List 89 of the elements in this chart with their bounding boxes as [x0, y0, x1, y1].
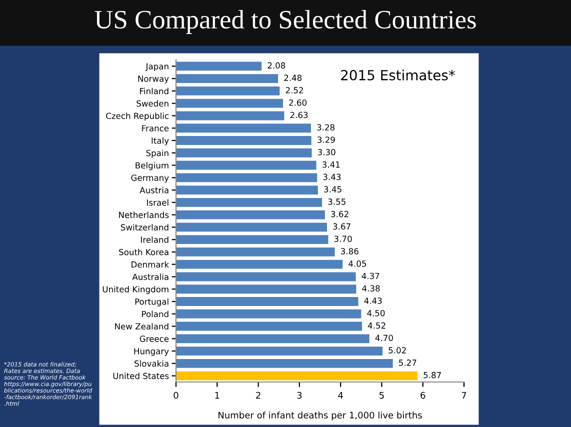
data-label: 2.63	[290, 112, 308, 118]
bar	[176, 86, 280, 96]
bar	[176, 148, 312, 158]
bar	[176, 272, 356, 282]
y-tick-label: Israel	[147, 199, 168, 206]
y-tick-label: Slovakia	[134, 360, 168, 367]
bar	[176, 309, 362, 318]
data-label: 3.30	[318, 149, 336, 156]
data-label: 3.41	[322, 161, 340, 168]
y-tick-label: Italy	[152, 137, 169, 146]
y-tick-label: Spain	[146, 150, 168, 158]
y-tick-label: Greece	[140, 336, 169, 342]
x-tick-label: 5	[380, 392, 384, 399]
bar	[176, 346, 383, 356]
data-label: 3.29	[318, 136, 335, 143]
data-label: 3.86	[341, 248, 358, 254]
y-tick-label: Czech Republic	[106, 112, 169, 121]
data-label: 3.45	[324, 186, 342, 192]
bar	[176, 297, 358, 306]
bar	[176, 322, 362, 331]
bar	[176, 358, 393, 368]
chart-title: US Compared to Selected Countries	[94, 10, 476, 34]
data-label: 5.87	[424, 372, 441, 378]
data-label: 2.60	[289, 99, 307, 106]
y-tick-label: Australia	[132, 274, 168, 280]
x-tick-label: 7	[462, 392, 466, 399]
x-tick-label: 4	[338, 392, 343, 399]
y-tick-label: Belgium	[136, 162, 168, 170]
data-label: 4.50	[367, 310, 385, 316]
bar	[176, 186, 318, 194]
bar	[176, 284, 356, 294]
y-tick-label: Denmark	[132, 261, 170, 268]
y-tick-label: Ireland	[141, 236, 168, 243]
data-label: 3.62	[331, 210, 348, 218]
y-tick-label: France	[142, 125, 169, 132]
bar	[176, 334, 370, 344]
y-tick-label: New Zealand	[115, 323, 168, 330]
y-tick-label: Hungary	[134, 348, 169, 356]
data-label: 4.43	[364, 298, 382, 304]
bar	[176, 124, 311, 133]
x-tick-label: 6	[420, 392, 426, 399]
y-tick-label: Sweden	[136, 100, 168, 107]
x-tick-label: 2	[256, 392, 260, 399]
data-label: 4.05	[348, 260, 366, 267]
x-tick-label: 0	[174, 392, 178, 399]
text: 2015 Estimates*	[341, 70, 455, 80]
y-tick-label: Portugal	[135, 298, 168, 306]
data-label: 3.55	[328, 198, 346, 205]
bar	[176, 173, 318, 182]
bar	[176, 136, 312, 145]
bar	[176, 160, 316, 170]
bar	[176, 198, 322, 207]
y-tick-label: Japan	[145, 63, 168, 72]
y-tick-label: Austria	[140, 186, 168, 194]
x-tick-label: 3	[297, 392, 302, 399]
y-tick-label: Netherlands	[119, 212, 169, 218]
x-tick-label: 1	[215, 392, 220, 399]
bar	[176, 62, 262, 71]
x-axis-title: Number of infant deaths per 1,000 live births	[218, 412, 422, 420]
data-label: 4.70	[375, 334, 393, 342]
y-tick-label: South Korea	[119, 248, 168, 256]
data-label: 2.48	[284, 74, 302, 81]
bar	[176, 111, 284, 120]
bar	[176, 74, 278, 84]
y-tick-label: Norway	[138, 76, 169, 84]
data-label: 3.70	[334, 236, 352, 242]
data-label: 4.38	[362, 285, 380, 292]
data-label: 4.52	[368, 322, 386, 329]
bar	[176, 371, 418, 380]
data-label: 5.02	[388, 347, 406, 354]
data-label: 3.43	[323, 174, 341, 180]
y-tick-label: United States	[113, 372, 169, 380]
bar	[176, 98, 283, 108]
data-label: 3.28	[317, 124, 334, 131]
data-label: 2.52	[286, 87, 303, 94]
y-tick-label: Switzerland	[120, 224, 168, 230]
y-tick-label: Finland	[140, 88, 168, 94]
bar	[176, 210, 325, 220]
bar	[176, 222, 327, 232]
data-label: 5.27	[399, 360, 416, 366]
y-tick-label: Poland	[142, 310, 168, 318]
y-tick-label: Germany	[131, 174, 169, 183]
bar	[176, 248, 335, 256]
data-label: 2.08	[268, 62, 286, 69]
bar	[176, 235, 328, 244]
y-tick-label: United Kingdom	[102, 286, 168, 294]
data-label: 4.37	[362, 272, 380, 280]
bar	[176, 260, 343, 269]
data-label: 3.67	[333, 223, 350, 230]
